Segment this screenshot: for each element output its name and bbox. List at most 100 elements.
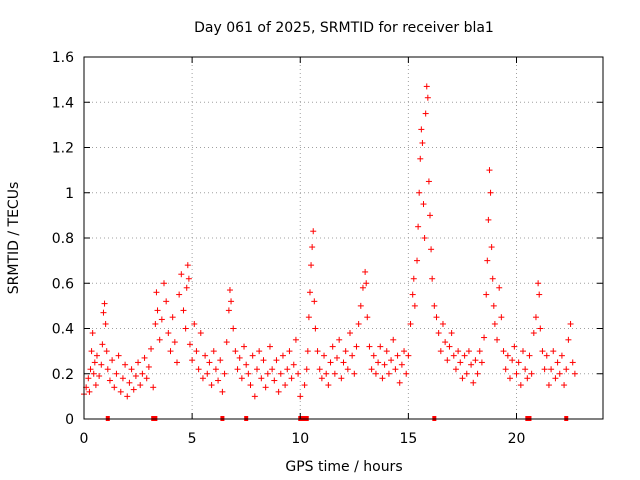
data-point — [364, 314, 371, 321]
data-point — [472, 357, 479, 364]
y-tick-label: 0.2 — [52, 367, 74, 383]
data-point — [309, 244, 316, 251]
data-point — [526, 352, 533, 359]
data-point — [96, 373, 103, 380]
data-point — [498, 314, 505, 321]
data-point — [100, 309, 107, 316]
data-point — [219, 388, 226, 395]
data-point — [119, 375, 126, 382]
data-point — [418, 126, 425, 133]
data-point — [490, 302, 497, 309]
data-point — [189, 357, 196, 364]
data-point — [409, 291, 416, 298]
data-point — [442, 339, 449, 346]
data-point — [396, 379, 403, 386]
y-tick-label: 0 — [65, 412, 74, 428]
data-point — [481, 334, 488, 341]
data-point — [288, 375, 295, 382]
data-point — [88, 348, 95, 355]
data-point — [212, 366, 219, 373]
data-point — [468, 361, 475, 368]
data-point — [226, 287, 233, 294]
data-point — [277, 370, 284, 377]
data-point — [537, 325, 544, 332]
data-point — [370, 352, 377, 359]
data-point — [522, 366, 529, 373]
data-point — [210, 348, 217, 355]
data-point — [502, 366, 509, 373]
data-point — [536, 291, 543, 298]
data-point — [202, 352, 209, 359]
data-point — [99, 341, 106, 348]
data-point — [427, 212, 433, 219]
data-point — [251, 393, 258, 400]
data-point — [137, 382, 144, 389]
data-point — [484, 257, 491, 264]
data-point — [308, 262, 315, 269]
data-point — [321, 352, 328, 359]
data-point — [117, 388, 124, 395]
data-point — [306, 289, 313, 296]
data-point — [141, 354, 148, 361]
data-point — [401, 348, 408, 355]
data-point — [375, 359, 382, 366]
data-point — [86, 388, 93, 395]
data-point — [444, 357, 451, 364]
data-point — [208, 382, 215, 389]
data-point — [232, 348, 239, 355]
data-point — [470, 379, 477, 386]
data-point — [262, 384, 269, 391]
data-point — [256, 348, 263, 355]
data-point — [424, 94, 431, 101]
data-point — [513, 370, 520, 377]
data-point — [541, 366, 548, 373]
data-point — [284, 366, 291, 373]
data-point — [230, 325, 237, 332]
data-point — [496, 284, 503, 291]
data-point — [154, 307, 161, 314]
data-point — [431, 302, 438, 309]
data-point — [301, 382, 308, 389]
data-point — [486, 167, 493, 174]
data-point — [407, 320, 414, 327]
data-point — [437, 348, 444, 355]
data-point — [185, 275, 192, 282]
data-point — [556, 370, 563, 377]
data-point — [135, 359, 142, 366]
data-point — [85, 375, 92, 382]
data-point — [392, 366, 399, 373]
data-point — [286, 348, 293, 355]
data-point — [446, 343, 453, 350]
data-point — [366, 343, 373, 350]
data-point — [478, 359, 485, 366]
data-point — [98, 361, 105, 368]
data-point — [511, 343, 518, 350]
data-point — [225, 307, 232, 314]
data-point — [539, 348, 546, 355]
data-point — [390, 336, 397, 343]
data-point — [457, 359, 464, 366]
data-point — [494, 336, 501, 343]
data-point — [385, 370, 392, 377]
data-point — [180, 307, 187, 314]
data-point — [474, 370, 481, 377]
data-point — [223, 339, 230, 346]
data-point — [90, 370, 97, 377]
data-point — [433, 314, 440, 321]
data-point — [241, 343, 248, 350]
data-point — [156, 336, 163, 343]
data-point — [543, 352, 550, 359]
data-point — [459, 375, 466, 382]
data-point — [269, 366, 276, 373]
y-tick-label: 0.8 — [52, 231, 74, 247]
data-point — [245, 370, 252, 377]
data-point — [420, 201, 427, 208]
data-point — [178, 271, 185, 278]
data-point — [325, 382, 332, 389]
data-point — [234, 366, 241, 373]
data-point — [372, 370, 379, 377]
data-point — [139, 370, 146, 377]
data-point — [461, 352, 468, 359]
x-tick-label: 15 — [399, 431, 417, 447]
